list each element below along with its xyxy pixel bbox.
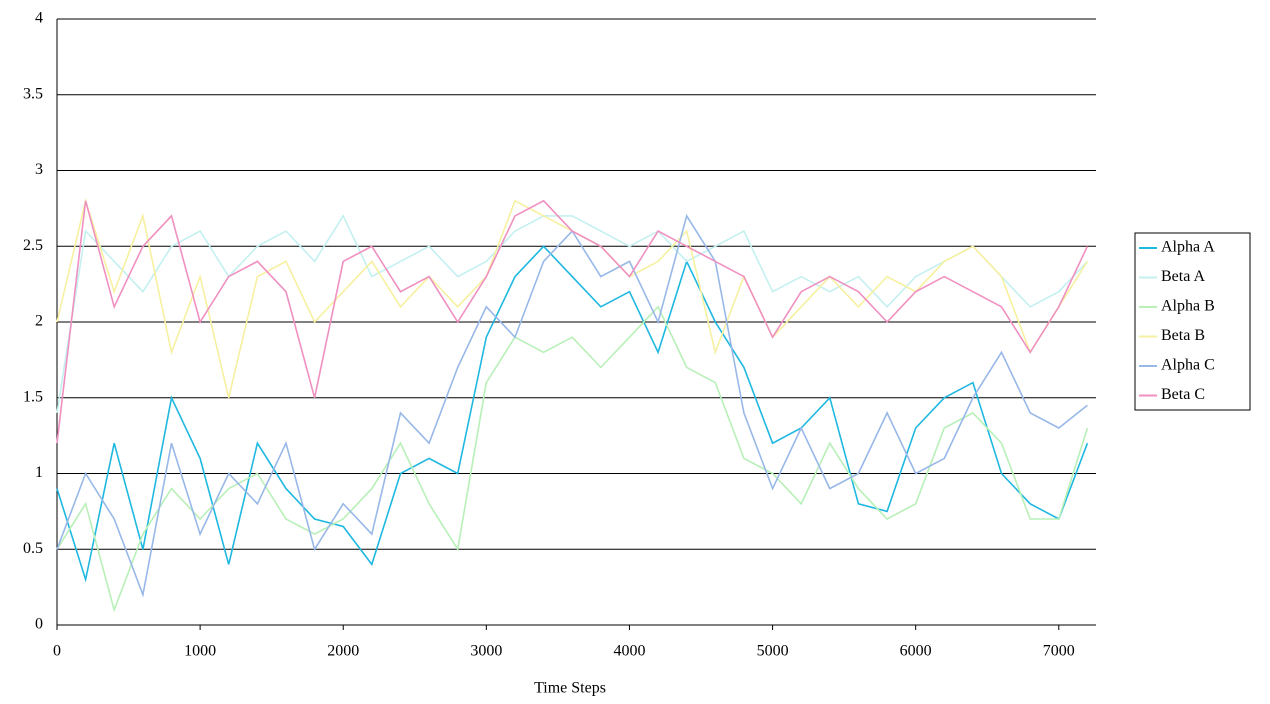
x-axis-label: Time Steps (534, 680, 606, 697)
x-tick-label: 6000 (900, 643, 932, 660)
y-tick-label: 2.5 (23, 237, 43, 254)
legend-box (1134, 232, 1251, 411)
series-line (56, 245, 1089, 583)
x-tick-label: 0 (53, 643, 61, 660)
y-tick-label: 1 (35, 464, 43, 481)
y-tick-label: 1.5 (23, 388, 43, 405)
y-tick-label: 0 (35, 616, 43, 633)
y-tick-label: 3.5 (23, 85, 43, 102)
x-tick-label: 5000 (757, 643, 789, 660)
series-line (56, 199, 1089, 444)
y-tick-label: 0.5 (23, 540, 43, 557)
x-tick-label: 3000 (470, 643, 502, 660)
x-tick-label: 1000 (184, 643, 216, 660)
legend-label: Alpha C (1161, 357, 1215, 374)
legend-label: Alpha A (1161, 239, 1215, 256)
y-tick-label: 2 (35, 313, 43, 330)
y-tick-label: 3 (35, 161, 43, 178)
y-tick-label: 4 (35, 10, 43, 27)
legend-label: Beta A (1161, 268, 1205, 285)
x-tick-label: 2000 (327, 643, 359, 660)
legend-label: Alpha B (1161, 298, 1215, 315)
series-line (56, 214, 1088, 414)
legend-label: Beta C (1161, 386, 1205, 403)
x-tick-label: 4000 (613, 643, 645, 660)
legend-label: Beta B (1161, 327, 1205, 344)
x-tick-label: 7000 (1043, 643, 1075, 660)
series-line (56, 305, 1089, 613)
